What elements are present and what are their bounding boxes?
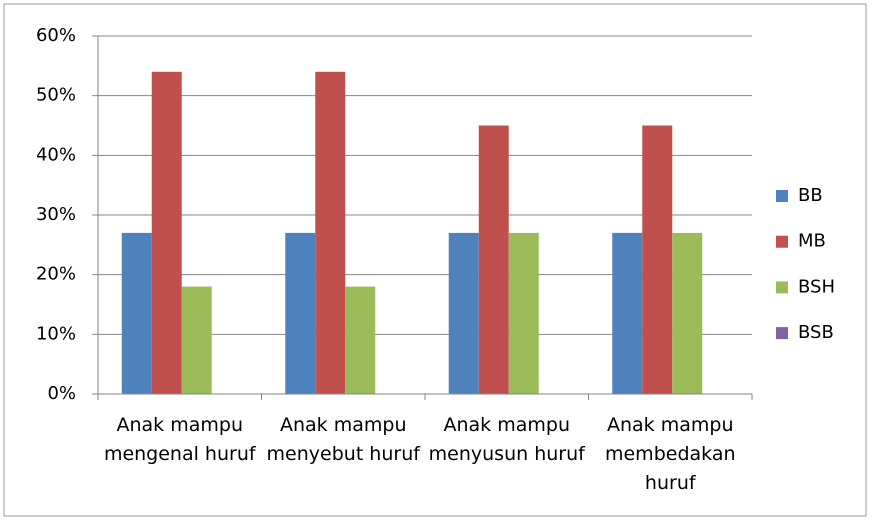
- bar: [449, 233, 479, 394]
- y-tick-label: 0%: [47, 383, 76, 404]
- y-tick-label: 60%: [36, 25, 76, 46]
- legend-label: BSH: [798, 276, 835, 297]
- bar: [672, 233, 702, 394]
- legend-label: MB: [798, 231, 826, 252]
- x-tick-label: Anak mampu menyebut huruf: [263, 411, 423, 469]
- bar: [315, 72, 345, 394]
- y-tick-label: 20%: [36, 264, 76, 285]
- legend-swatch: [776, 327, 788, 339]
- y-tick-label: 30%: [36, 204, 76, 225]
- y-tick-label: 10%: [36, 323, 76, 344]
- legend-label: BSB: [798, 322, 834, 343]
- legend-swatch: [776, 236, 788, 248]
- bar: [642, 126, 672, 395]
- bar: [612, 233, 642, 394]
- legend-swatch: [776, 190, 788, 202]
- x-tick-label: Anak mampu mengenal huruf: [100, 411, 260, 469]
- x-tick-label: Anak mampu menyusun huruf: [427, 411, 587, 469]
- bar: [152, 72, 182, 394]
- legend-swatch: [776, 281, 788, 293]
- bar: [182, 287, 212, 394]
- bar: [345, 287, 375, 394]
- bar: [122, 233, 152, 394]
- x-tick-label: Anak mampu membedakan huruf: [590, 411, 750, 498]
- page: 0% 10% 20% 30% 40% 50% 60% BB MB BSH BSB Anak mamp…: [0, 0, 872, 520]
- legend-label: BB: [798, 185, 823, 206]
- y-tick-label: 50%: [36, 85, 76, 106]
- bar: [479, 126, 509, 395]
- bar: [285, 233, 315, 394]
- y-tick-label: 40%: [36, 144, 76, 165]
- bar: [509, 233, 539, 394]
